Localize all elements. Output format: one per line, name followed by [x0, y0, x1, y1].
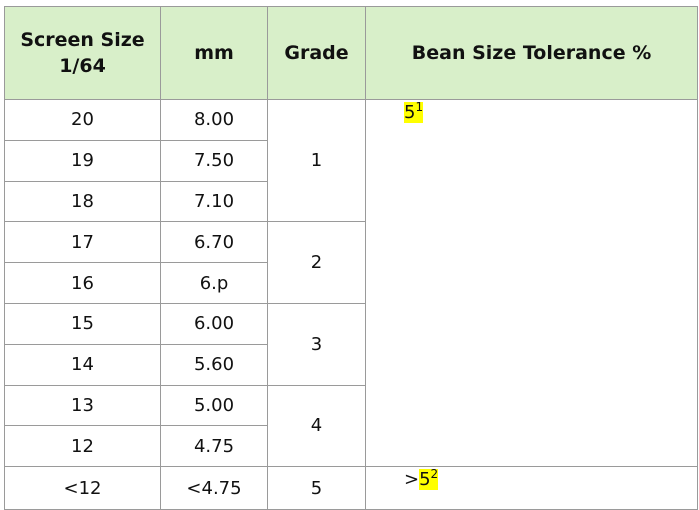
screen-size-cell: 14 [4, 343, 161, 386]
grade-cell: 5 [267, 466, 366, 510]
table-row: 13 5.00 4 [4, 384, 698, 468]
tolerance-prefix: > [404, 469, 420, 491]
screen-size-cell: <12 [4, 466, 161, 510]
tolerance-cell: >52 [365, 466, 698, 510]
tolerance-highlight: 52 [419, 467, 439, 491]
screen-size-cell: 19 [4, 139, 161, 182]
mm-cell: 5.60 [160, 343, 268, 386]
header-cell: Bean Size Tolerance % [365, 6, 698, 100]
mm-cell: 6.00 [160, 302, 268, 345]
table-row: 17 6.70 2 [4, 221, 698, 304]
header-row: Screen Size 1/64 mm Grade Bean Size Toleranc… [4, 6, 698, 100]
table-body: 20 8.00 1 51 19 7.50 18 7.10 17 6.70 2 16 6.p 15 6.00 3… [4, 98, 698, 510]
mm-cell: 6.p [160, 262, 268, 304]
header-text: 1/64 [59, 55, 106, 77]
grade-cell: 1 [267, 98, 366, 223]
header-cell: mm [160, 6, 268, 100]
grade-table: Screen Size 1/64 mm Grade Bean Size Toleranc… [4, 6, 698, 510]
header-text: Screen Size [20, 29, 145, 51]
grade-cell: 3 [267, 302, 366, 386]
tolerance-highlight: 51 [404, 100, 424, 123]
screen-size-cell: 13 [4, 384, 161, 427]
table-header: Screen Size 1/64 mm Grade Bean Size Toleranc… [4, 6, 698, 100]
tolerance-cell: 51 [365, 98, 698, 468]
table-row: 15 6.00 3 [4, 302, 698, 386]
grade-cell: 4 [267, 384, 366, 468]
mm-cell: 6.70 [160, 221, 268, 264]
tolerance-value: 5 [419, 469, 431, 491]
table-row: 20 8.00 1 51 [4, 98, 698, 468]
screen-size-cell: 15 [4, 302, 161, 345]
tolerance-value: 5 [404, 102, 416, 123]
grade-cell: 2 [267, 221, 366, 304]
screen-size-cell: 12 [4, 425, 161, 468]
header-text: mm [194, 42, 234, 64]
footnote-ref: 1 [415, 100, 424, 114]
mm-cell: 4.75 [160, 425, 268, 468]
screen-size-cell: 16 [4, 262, 161, 304]
table-row: 12 4.75 [4, 425, 698, 468]
footnote-ref: 2 [430, 467, 439, 482]
screen-size-cell: 17 [4, 221, 161, 264]
screen-size-cell: 18 [4, 180, 161, 223]
mm-cell: 7.10 [160, 180, 268, 223]
header-cell: Grade [267, 6, 366, 100]
table-row: 19 7.50 [4, 139, 698, 182]
mm-cell: <4.75 [160, 466, 268, 510]
mm-cell: 7.50 [160, 139, 268, 182]
table-row: 18 7.10 [4, 180, 698, 223]
header-text: Grade [284, 42, 349, 64]
header-cell: Screen Size 1/64 [4, 6, 161, 100]
screen-size-cell: 20 [4, 99, 161, 141]
table-row: <12 <4.75 5 >52 [4, 466, 698, 510]
mm-cell: 8.00 [160, 99, 268, 141]
table-row: 16 6.p [4, 262, 698, 304]
header-text: Bean Size Tolerance % [411, 42, 652, 64]
mm-cell: 5.00 [160, 384, 268, 427]
